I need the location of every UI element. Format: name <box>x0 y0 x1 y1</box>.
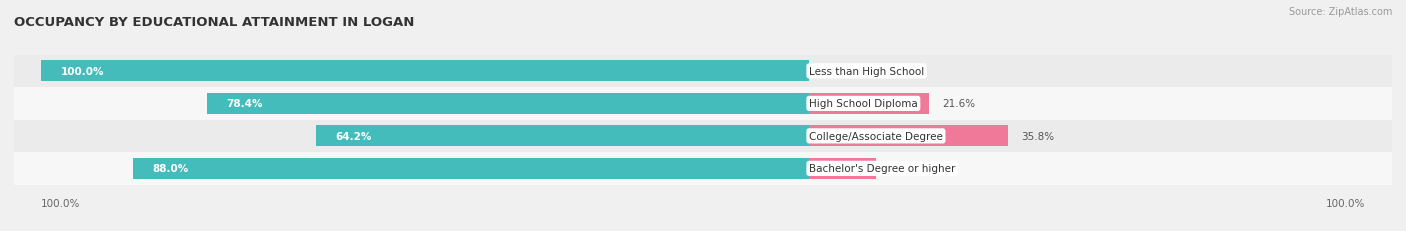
Text: 100.0%: 100.0% <box>60 67 104 77</box>
Text: College/Associate Degree: College/Associate Degree <box>808 131 943 141</box>
Bar <box>14 120 1392 152</box>
Text: 35.8%: 35.8% <box>1021 131 1054 141</box>
Bar <box>14 88 1392 120</box>
Bar <box>132 158 808 179</box>
Bar <box>808 93 929 114</box>
Bar <box>14 152 1392 185</box>
Bar <box>316 126 808 147</box>
Text: 88.0%: 88.0% <box>153 164 188 174</box>
Text: 100.0%: 100.0% <box>1326 198 1365 208</box>
Bar <box>41 61 808 82</box>
Text: Less than High School: Less than High School <box>808 67 924 77</box>
Bar <box>14 55 1392 88</box>
Text: 78.4%: 78.4% <box>226 99 263 109</box>
Text: OCCUPANCY BY EDUCATIONAL ATTAINMENT IN LOGAN: OCCUPANCY BY EDUCATIONAL ATTAINMENT IN L… <box>14 16 415 29</box>
Text: 12.0%: 12.0% <box>889 164 922 174</box>
Text: 64.2%: 64.2% <box>336 131 373 141</box>
Bar <box>207 93 808 114</box>
Text: Source: ZipAtlas.com: Source: ZipAtlas.com <box>1288 7 1392 17</box>
Text: 21.6%: 21.6% <box>942 99 976 109</box>
Text: Bachelor's Degree or higher: Bachelor's Degree or higher <box>808 164 955 174</box>
Text: High School Diploma: High School Diploma <box>808 99 918 109</box>
Bar <box>808 158 876 179</box>
Bar <box>808 126 1008 147</box>
Text: 100.0%: 100.0% <box>41 198 80 208</box>
